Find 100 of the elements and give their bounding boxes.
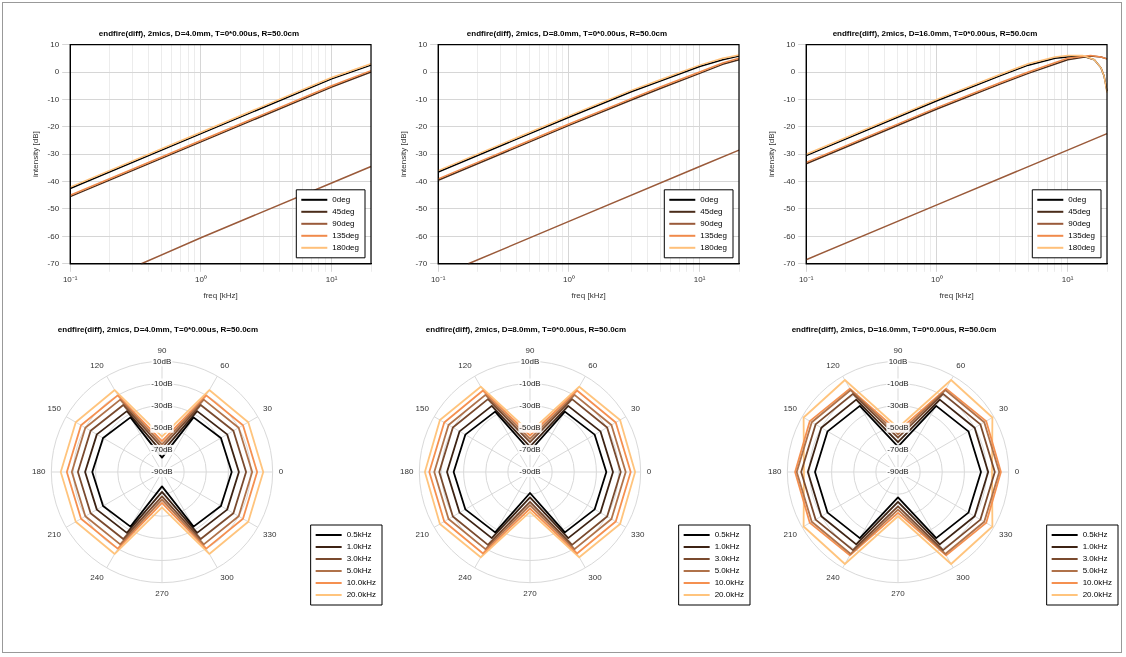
x-axis-title: freq [kHz] <box>571 291 606 301</box>
y-tick-label: -90dB <box>151 467 173 477</box>
x-tick-label: 10¹ <box>693 274 706 284</box>
spoke-label: 330 <box>631 530 645 540</box>
x-tick-label: 10¹ <box>325 274 338 284</box>
y-tick-label: -10dB <box>151 378 173 388</box>
y-tick-label: -90dB <box>887 467 909 477</box>
y-tick-label: 0 <box>422 67 428 77</box>
x-tick-label: 10⁰ <box>194 274 207 284</box>
legend-label: 20.0kHz <box>714 590 745 600</box>
spoke-label: 60 <box>588 361 598 371</box>
y-tick-label: -10dB <box>887 378 909 388</box>
y-tick-label: -60 <box>415 231 428 241</box>
chart-title: endfire(diff), 2mics, D=4.0mm, T=0*0.00us, R=50.0cm <box>57 325 259 334</box>
y-tick-label: 10 <box>50 39 60 49</box>
legend-label: 5.0kHz <box>346 566 372 576</box>
y-tick-label: -50 <box>783 204 796 214</box>
y-tick-label: -50dB <box>151 422 173 432</box>
y-tick-label: -70 <box>783 259 796 268</box>
spoke-label: 150 <box>47 404 62 414</box>
spoke-label: 240 <box>90 573 105 583</box>
spoke-label: 210 <box>783 530 798 540</box>
spoke-label: 150 <box>783 404 798 414</box>
legend-label: 0deg <box>1068 195 1087 204</box>
spoke-label: 90 <box>157 345 167 355</box>
y-tick-label: -30dB <box>519 400 541 410</box>
spoke-label: 120 <box>458 361 473 371</box>
y-tick-label: -30 <box>783 149 796 159</box>
spoke-label: 240 <box>826 573 841 583</box>
legend-label: 45deg <box>700 207 723 216</box>
spoke-label: 120 <box>90 361 105 371</box>
x-tick-label: 10¹ <box>1061 274 1074 284</box>
y-tick-label: 0 <box>790 67 796 77</box>
y-tick-label: 10 <box>786 39 796 49</box>
spoke-label: 0 <box>278 467 284 477</box>
y-tick-label: -40 <box>47 176 60 186</box>
spoke-label: 300 <box>220 573 235 583</box>
y-tick-label: -10 <box>783 94 796 104</box>
y-tick-label: -20 <box>47 122 60 131</box>
legend-label: 1.0kHz <box>714 542 740 552</box>
legend-label: 180deg <box>700 243 728 252</box>
legend-label: 135deg <box>1068 231 1096 240</box>
x-tick-label: 10⁻¹ <box>798 274 814 284</box>
x-tick-label: 10⁰ <box>562 274 575 284</box>
legend-label: 0.5kHz <box>346 530 372 540</box>
spoke-label: 30 <box>631 404 641 414</box>
legend-label: 0deg <box>700 195 719 204</box>
y-tick-label: -70 <box>47 259 60 268</box>
y-axis-title: intensity [dB] <box>399 131 408 178</box>
spoke-label: 240 <box>458 573 473 583</box>
legend-label: 0.5kHz <box>714 530 740 540</box>
chart-title: endfire(diff), 2mics, D=16.0mm, T=0*0.00us, R=50.0cm <box>791 325 997 334</box>
spoke-label: 270 <box>891 588 906 598</box>
y-tick-label: -30dB <box>887 400 909 410</box>
y-tick-label: -70 <box>415 259 428 268</box>
x-axis-title: freq [kHz] <box>939 291 974 301</box>
y-tick-label: -10dB <box>519 378 541 388</box>
legend-label: 10.0kHz <box>1082 578 1113 588</box>
spoke-label: 300 <box>956 573 971 583</box>
spoke-label: 120 <box>826 361 841 371</box>
spoke-label: 90 <box>525 345 535 355</box>
legend-label: 3.0kHz <box>1082 554 1108 564</box>
y-tick-label: 0 <box>54 67 60 77</box>
spoke-label: 300 <box>588 573 603 583</box>
legend-label: 135deg <box>700 231 728 240</box>
y-tick-label: -20 <box>415 122 428 131</box>
y-tick-label: -60 <box>783 231 796 241</box>
legend-label: 3.0kHz <box>346 554 372 564</box>
legend-label: 10.0kHz <box>714 578 745 588</box>
spoke-label: 30 <box>263 404 273 414</box>
legend-label: 0deg <box>332 195 351 204</box>
legend-label: 0.5kHz <box>1082 530 1108 540</box>
spoke-label: 180 <box>31 467 46 477</box>
x-tick-label: 10⁻¹ <box>430 274 446 284</box>
y-tick-label: -20 <box>783 122 796 131</box>
y-tick-label: -60 <box>47 231 60 241</box>
legend-label: 5.0kHz <box>1082 566 1108 576</box>
y-tick-label: -70dB <box>151 445 173 455</box>
legend-label: 1.0kHz <box>1082 542 1108 552</box>
legend-label: 5.0kHz <box>714 566 740 576</box>
legend-label: 180deg <box>1068 243 1096 252</box>
spoke-label: 180 <box>767 467 782 477</box>
spoke-label: 30 <box>999 404 1009 414</box>
legend-label: 180deg <box>332 243 360 252</box>
spoke-label: 0 <box>1014 467 1020 477</box>
chart-title: endfire(diff), 2mics, D=8.0mm, T=0*0.00us, R=50.0cm <box>425 325 627 334</box>
legend-label: 20.0kHz <box>346 590 377 600</box>
y-tick-label: 10 <box>418 39 428 49</box>
y-tick-label: 10dB <box>152 356 172 366</box>
legend-label: 90deg <box>700 219 723 228</box>
y-tick-label: -40 <box>415 176 428 186</box>
legend-label: 1.0kHz <box>346 542 372 552</box>
spoke-label: 90 <box>893 345 903 355</box>
legend-label: 45deg <box>332 207 355 216</box>
spoke-label: 60 <box>956 361 966 371</box>
y-tick-label: -70dB <box>887 445 909 455</box>
y-tick-label: -50 <box>415 204 428 214</box>
y-tick-label: -40 <box>783 176 796 186</box>
chart-title: endfire(diff), 2mics, D=16.0mm, T=0*0.00us, R=50.0cm <box>832 29 1038 38</box>
y-tick-label: 10dB <box>888 356 908 366</box>
